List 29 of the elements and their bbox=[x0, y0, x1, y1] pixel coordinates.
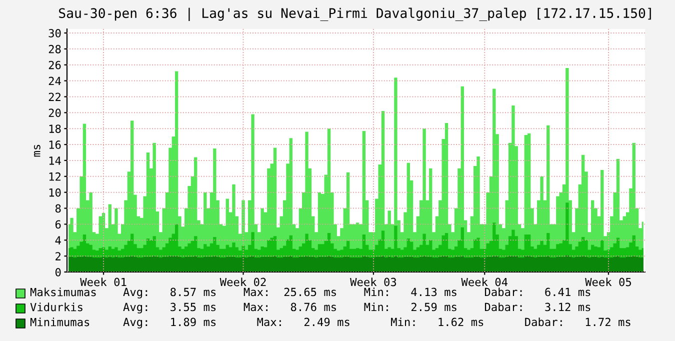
y-tick-label: 16 bbox=[49, 140, 61, 149]
y-tick-label: 4 bbox=[55, 236, 61, 244]
y-tick-label: 2 bbox=[56, 252, 60, 260]
y-tick-label: 26 bbox=[48, 60, 61, 70]
text: Avg: 1.89 ms Max: 2.49 ms Min: 1.62 ms Dabar: 1.72 ms bbox=[123, 318, 630, 328]
y-tick-label: 0 bbox=[55, 268, 61, 276]
y-tick-label: 14 bbox=[49, 156, 61, 165]
x-tick-label: Week 04 bbox=[461, 278, 508, 286]
x-tick-label: Week 01 bbox=[80, 278, 126, 286]
chart-title: Sau-30-pen 6:36 | Lag'as su Nevai_Pirmi Davalgoniu_37_palep [172.17.15.150] bbox=[59, 8, 651, 21]
y-tick-label: 24 bbox=[48, 76, 61, 86]
y-tick-label: 10 bbox=[49, 188, 61, 197]
x-tick-label: Week 05 bbox=[585, 278, 632, 286]
legend-label: Vidurkis bbox=[30, 302, 82, 312]
y-tick-label: 18 bbox=[49, 124, 61, 133]
y-tick-label: 8 bbox=[55, 204, 61, 213]
legend-label: Maksimumas bbox=[30, 288, 96, 296]
y-tick-label: 6 bbox=[55, 220, 61, 229]
y-tick-label: 12 bbox=[49, 172, 60, 181]
y-tick-label: 22 bbox=[48, 92, 60, 101]
x-tick-label: Week 03 bbox=[350, 278, 396, 286]
x-tick-label: Week 02 bbox=[220, 278, 266, 286]
text: Avg: 3.55 ms Max: 8.76 ms Min: 2.59 ms Dabar: 3.12 ms bbox=[123, 302, 590, 314]
legend-label: Minimumas bbox=[30, 318, 90, 326]
y-axis-title: ms bbox=[34, 144, 40, 157]
y-tick-label: 20 bbox=[48, 108, 61, 118]
text: Avg: 8.57 ms Max: 25.65 ms Min: 4.13 ms Dabar: 6.41 ms bbox=[123, 288, 590, 298]
y-tick-label: 30 bbox=[48, 28, 61, 38]
y-tick-label: 28 bbox=[48, 44, 61, 54]
